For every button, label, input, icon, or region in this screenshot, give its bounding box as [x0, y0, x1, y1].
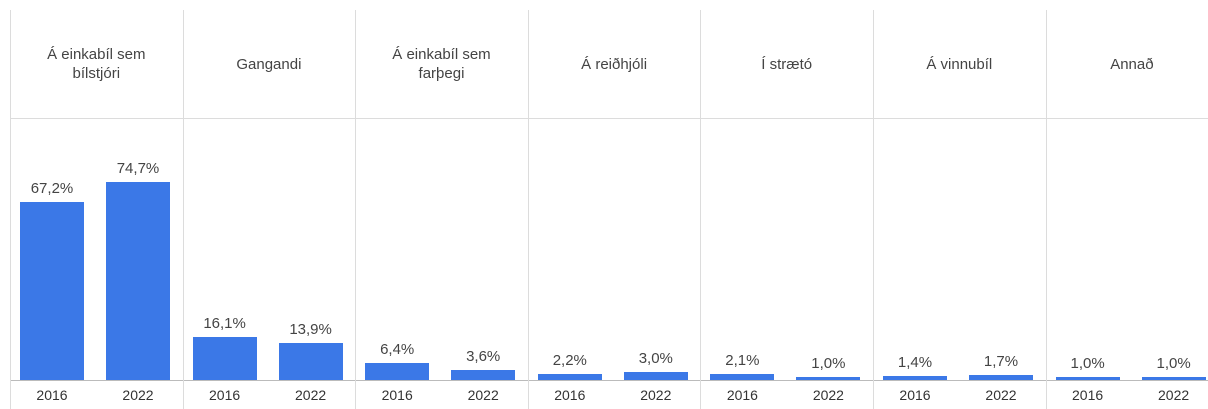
bar [1141, 377, 1206, 380]
panel-divider [527, 10, 529, 409]
value-label: 1,4% [897, 354, 933, 372]
panel-divider [182, 10, 184, 409]
bar [710, 374, 775, 380]
panel-divider [355, 10, 357, 409]
value-label: 1,0% [1070, 355, 1105, 373]
panel-divider [1045, 10, 1047, 409]
value-label: 13,9% [289, 321, 332, 339]
x-tick-label: 2016 [36, 387, 68, 403]
panel-divider [10, 10, 11, 409]
x-tick-label: 2022 [640, 387, 672, 403]
value-label: 74,7% [116, 159, 160, 177]
value-label: 16,1% [203, 315, 246, 333]
bar [451, 370, 516, 380]
panel-title: Á einkabíl sem bílstjóri [47, 46, 146, 82]
x-tick-label: 2016 [209, 387, 241, 403]
panel-title: Á einkabíl sem farþegi [392, 46, 491, 82]
value-label: 2,2% [552, 352, 587, 370]
panel-divider [873, 10, 874, 409]
panel-title: Annað [1110, 55, 1154, 73]
value-label: 1,0% [811, 355, 846, 373]
bar [192, 337, 257, 380]
bar [796, 377, 861, 380]
bar [365, 363, 430, 380]
value-label: 67,2% [30, 179, 74, 197]
x-tick-label: 2016 [899, 387, 931, 403]
value-label: 3,0% [638, 350, 673, 368]
x-tick-label: 2022 [1158, 387, 1190, 403]
x-tick-label: 2016 [726, 387, 758, 403]
value-label: 6,4% [380, 341, 415, 359]
panel-divider [700, 10, 702, 409]
value-label: 2,1% [725, 352, 760, 370]
bar [969, 375, 1033, 380]
panel-title: Á vinnubíl [926, 55, 993, 73]
x-tick-label: 2022 [467, 387, 499, 403]
bar [1055, 377, 1120, 380]
x-tick-label: 2022 [985, 387, 1017, 403]
x-tick-label: 2022 [295, 387, 327, 403]
baseline [10, 380, 1208, 381]
x-tick-label: 2022 [812, 387, 844, 403]
panel-title: Í strætó [761, 55, 813, 73]
panel-title: Á reiðhjóli [581, 55, 648, 73]
value-label: 1,0% [1156, 355, 1191, 373]
x-tick-label: 2022 [122, 387, 154, 403]
x-tick-label: 2016 [1072, 387, 1104, 403]
bar [623, 372, 688, 380]
bar [883, 376, 947, 380]
x-tick-label: 2016 [381, 387, 413, 403]
x-tick-label: 2016 [554, 387, 586, 403]
header-line [10, 118, 1208, 119]
bar [106, 181, 170, 380]
value-label: 3,6% [466, 348, 501, 366]
bar [278, 343, 343, 380]
value-label: 1,7% [983, 353, 1019, 371]
panel-title: Gangandi [236, 55, 302, 73]
bar [20, 201, 84, 380]
bar [537, 374, 602, 380]
